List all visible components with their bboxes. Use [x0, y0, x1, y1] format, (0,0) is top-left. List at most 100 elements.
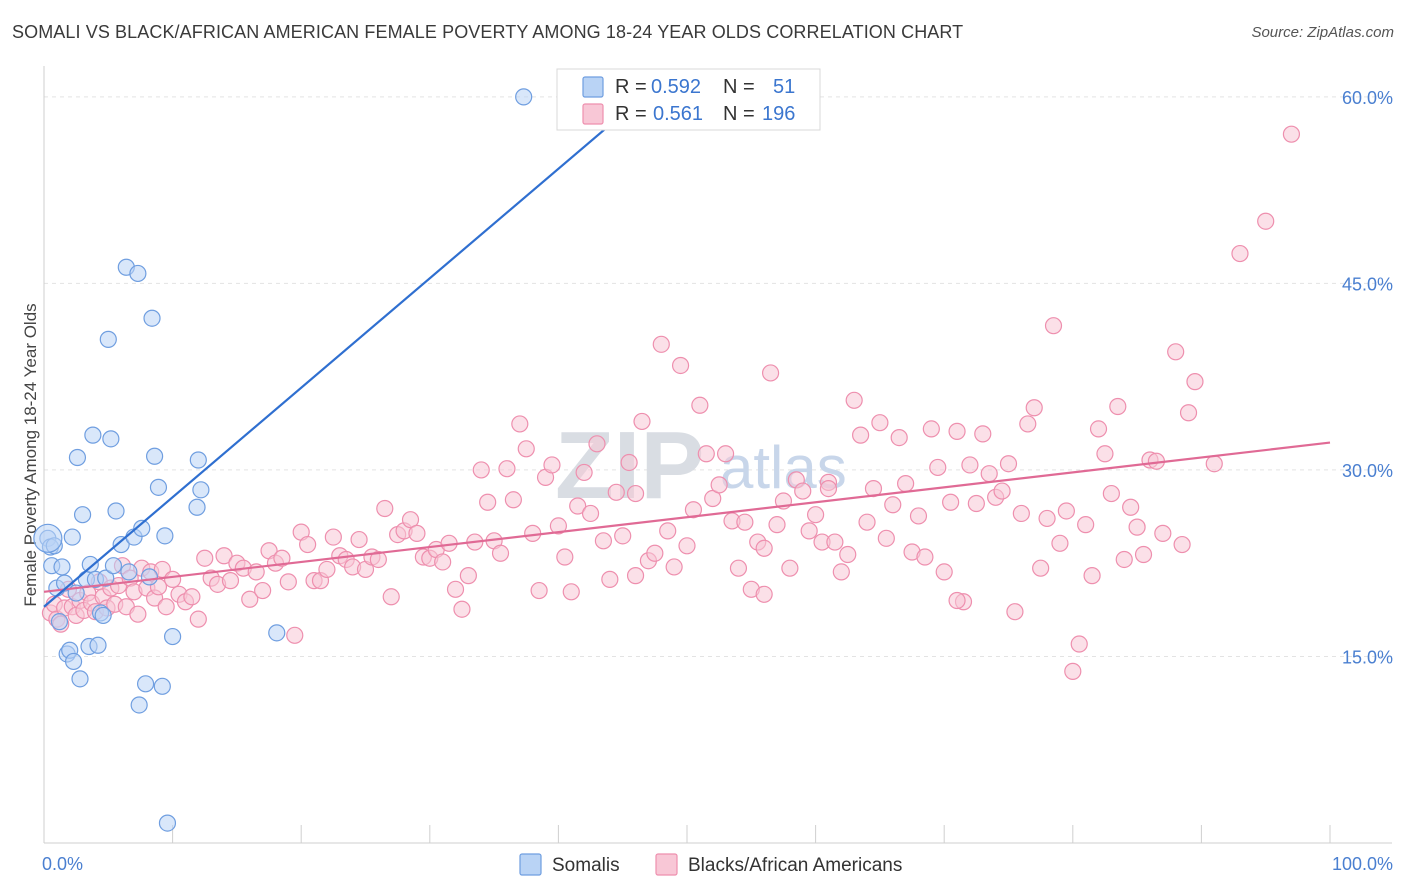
black-point [1057, 502, 1075, 520]
black-point [1134, 545, 1153, 564]
black-point [819, 479, 838, 498]
somali-point [33, 523, 63, 553]
trend-lines [43, 102, 1331, 608]
legend-r-value-somali: 0.592 [651, 76, 701, 98]
black-point [626, 484, 645, 503]
black-point [826, 533, 844, 551]
black-point [678, 537, 696, 555]
somali-point [145, 447, 164, 465]
somali-point [102, 430, 120, 448]
black-point [157, 598, 175, 616]
source-label: Source: ZipAtlas.com [1251, 24, 1394, 41]
somali-point [68, 448, 87, 467]
black-point [221, 572, 240, 590]
black-point [716, 445, 735, 463]
black-point [877, 529, 895, 547]
x-tick-label-min: 0.0% [42, 854, 83, 874]
series-somali-points [33, 88, 583, 832]
black-point [504, 491, 522, 509]
black-point [299, 535, 317, 554]
black-point [832, 563, 850, 581]
black-point [1122, 498, 1140, 516]
black-point [601, 570, 619, 588]
black-point [324, 528, 342, 546]
black-point [196, 549, 214, 567]
black-point [909, 507, 928, 525]
black-point [581, 504, 600, 523]
black-point [1089, 420, 1108, 438]
bottom-legend-swatch-somali [519, 853, 542, 876]
black-point [556, 548, 574, 566]
correlation-legend: R = 0.592 N = 51 R = 0.561 N = 196 [556, 68, 821, 131]
chart-title: SOMALI VS BLACK/AFRICAN AMERICAN FEMALE … [12, 22, 964, 42]
black-point [626, 567, 645, 585]
somali-point [120, 563, 138, 581]
somali-point [63, 528, 81, 546]
x-tick-label-max: 100.0% [1332, 854, 1393, 874]
black-point [974, 425, 992, 443]
black-point [684, 501, 703, 519]
black-point [594, 532, 613, 550]
black-point [755, 585, 773, 603]
black-point [993, 482, 1011, 500]
black-point [1070, 635, 1088, 653]
black-point [710, 476, 728, 494]
legend-n-label-black: N = [723, 103, 755, 125]
black-point [1051, 534, 1069, 552]
black-point [408, 524, 426, 542]
black-point [884, 496, 902, 514]
black-point [897, 475, 915, 493]
y-tick-label: 60.0% [1342, 88, 1393, 108]
black-point [1064, 662, 1082, 680]
legend-n-label-somali: N = [723, 76, 755, 98]
black-point [318, 560, 336, 579]
bottom-legend-swatch-black [655, 853, 678, 876]
somali-point [515, 88, 533, 106]
black-point [633, 412, 651, 431]
y-tick-labels: 15.0% 30.0% 45.0% 60.0% [1342, 88, 1393, 668]
black-point [1006, 603, 1024, 621]
black-point [1077, 516, 1095, 534]
black-point [1167, 343, 1185, 361]
black-point [459, 567, 477, 585]
somali-point [192, 481, 210, 499]
somali-point [104, 557, 123, 575]
somali-point [153, 677, 171, 695]
black-point [916, 548, 934, 566]
black-point [1179, 404, 1198, 422]
black-point [1102, 484, 1120, 503]
black-point [948, 422, 966, 440]
legend-r-label-black: R = [615, 103, 647, 125]
somali-point [112, 535, 130, 554]
black-point [755, 539, 773, 557]
black-point [999, 455, 1018, 473]
black-point [472, 461, 490, 479]
y-tick-label: 45.0% [1342, 274, 1393, 294]
black-point [1019, 415, 1037, 433]
black-point [729, 559, 748, 577]
black-point [845, 391, 863, 409]
bottom-legend-label-black: Blacks/African Americans [688, 855, 902, 876]
black-point [858, 513, 876, 531]
black-point [942, 493, 960, 511]
black-point [530, 581, 548, 600]
black-point [279, 573, 297, 591]
series-black-points [41, 125, 1301, 680]
black-point [1257, 212, 1275, 230]
black-point [620, 453, 638, 472]
black-point [665, 558, 683, 576]
black-point [659, 522, 677, 540]
legend-n-value-black: 196 [762, 103, 795, 125]
black-point [549, 517, 568, 535]
black-point [691, 396, 709, 414]
black-point [922, 420, 940, 438]
black-point [434, 553, 452, 571]
legend-n-value-somali: 51 [773, 76, 795, 98]
black-point [980, 465, 998, 483]
somali-point [97, 569, 115, 587]
series-legend: Somalis Blacks/African Americans [519, 853, 902, 876]
somali-point [71, 670, 89, 688]
somali-point [268, 624, 286, 642]
black-point [129, 605, 147, 623]
